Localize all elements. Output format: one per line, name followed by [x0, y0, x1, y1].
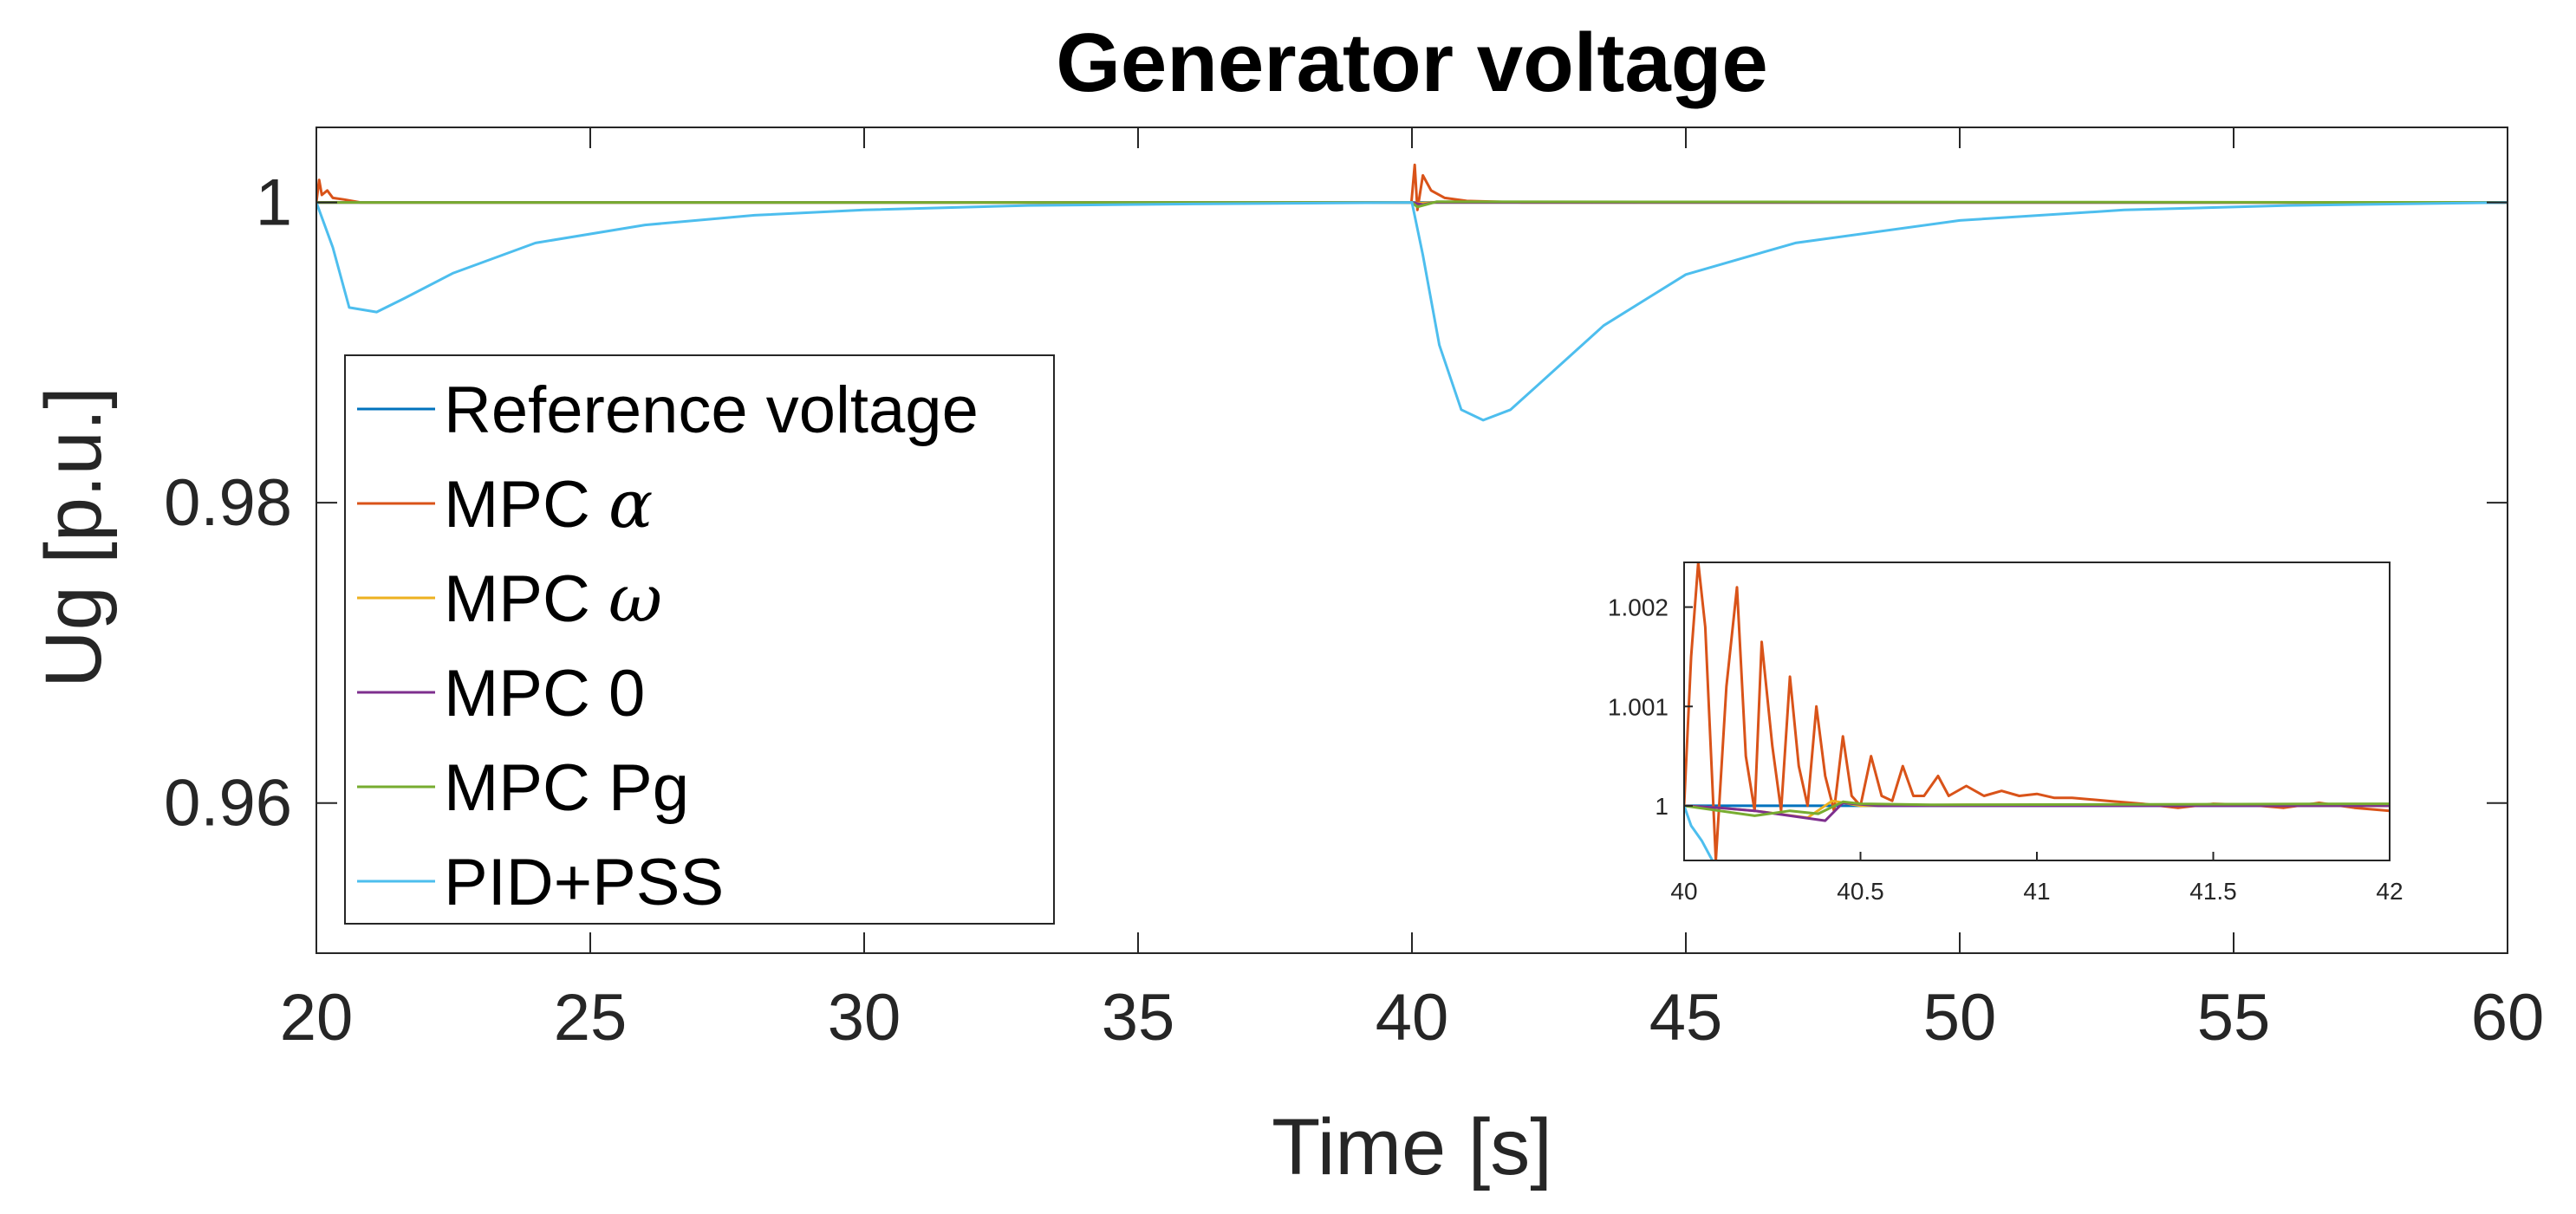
inset-x-tick-label: 41 — [2023, 878, 2050, 905]
legend-entry-label: MPC ω — [444, 560, 662, 637]
inset-x-tick-label: 42 — [2376, 878, 2403, 905]
main-series-line-1 — [316, 163, 2508, 211]
main-x-tick-label: 60 — [2471, 981, 2545, 1055]
main-x-tick-label: 40 — [1376, 981, 1449, 1055]
legend-entry-label: MPC α — [444, 465, 653, 542]
x-axis-label: Time [s] — [1272, 1103, 1552, 1191]
main-series-line-4 — [316, 200, 2508, 209]
inset-y-tick-label: 1 — [1655, 793, 1669, 820]
y-axis-label: Ug [p.u.] — [29, 386, 118, 688]
legend-entry-symbol: α — [608, 465, 653, 542]
legend-entry-text: MPC — [444, 562, 608, 636]
main-series-line-5 — [316, 201, 2508, 422]
inset-x-tick-label: 40 — [1670, 878, 1697, 905]
inset-y-tick-label: 1.002 — [1608, 594, 1669, 621]
main-y-tick-label: 0.98 — [164, 466, 292, 540]
inset-y-tick-label: 1.001 — [1608, 693, 1669, 720]
legend-entry-text: MPC — [444, 468, 608, 542]
legend-entry-symbol: ω — [608, 560, 662, 637]
main-y-tick-label: 1 — [256, 166, 292, 240]
main-x-tick-label: 25 — [554, 981, 628, 1055]
inset-series-line-1 — [1684, 562, 2390, 860]
main-x-tick-label: 35 — [1102, 981, 1175, 1055]
main-x-tick-label: 55 — [2197, 981, 2271, 1055]
main-x-tick-label: 30 — [828, 981, 901, 1055]
inset-axes: 40 40.5 41 41.5 42 1 1.001 1.002 — [1608, 562, 2404, 905]
legend-entry-label: MPC 0 — [444, 657, 645, 730]
main-y-tick-label: 0.96 — [164, 767, 292, 841]
inset-series-line-5 — [1684, 804, 1714, 860]
legend-entry-label: MPC Pg — [444, 751, 689, 825]
legend-box — [344, 354, 1055, 925]
main-x-tick-label: 20 — [280, 981, 354, 1055]
inset-series-group — [1684, 562, 2390, 860]
inset-x-tick-label: 40.5 — [1837, 878, 1884, 905]
main-x-tick-label: 50 — [1923, 981, 1997, 1055]
inset-series-line-4 — [1684, 800, 2390, 817]
legend-entry-label: PID+PSS — [444, 846, 724, 919]
legend-entry-label: Reference voltage — [444, 373, 979, 447]
inset-x-tick-label: 41.5 — [2189, 878, 2237, 905]
main-series-group — [316, 163, 2508, 422]
chart-title: Generator voltage — [1056, 16, 1768, 109]
main-x-tick-label: 45 — [1649, 981, 1723, 1055]
